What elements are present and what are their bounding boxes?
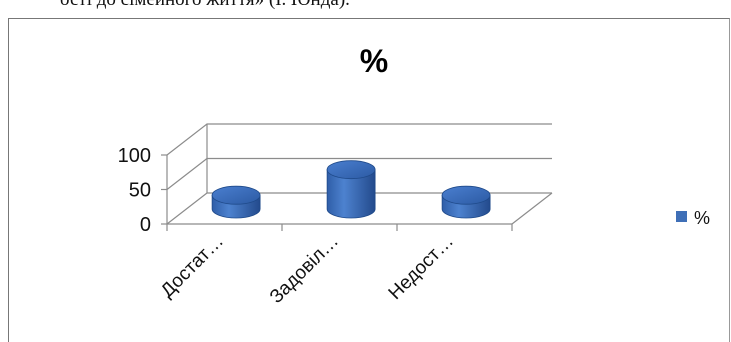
bar <box>211 185 261 219</box>
chart-frame <box>8 18 730 342</box>
x-tick-label: Недост… <box>385 231 458 304</box>
legend: % <box>676 208 710 228</box>
chart-title: % <box>360 43 388 79</box>
chart-grid <box>166 123 553 231</box>
y-axis: 0 50 100 <box>118 145 167 236</box>
y-tick-label: 0 <box>140 214 151 236</box>
bar <box>326 160 376 219</box>
x-tick-label: Достат… <box>157 231 228 302</box>
document-text-fragment: ості до сімейного життя» (І. Юнда). <box>60 0 350 11</box>
legend-label: % <box>694 208 710 228</box>
legend-swatch <box>676 211 687 222</box>
bar-top <box>326 160 376 180</box>
y-tick-label: 100 <box>118 145 151 167</box>
x-tick-label: Задовіл… <box>266 231 343 308</box>
floor-side-edge <box>511 192 553 225</box>
bar-top <box>211 185 261 205</box>
bar-body <box>326 169 376 219</box>
gridline <box>166 123 552 156</box>
y-tick-label: 50 <box>129 180 151 202</box>
bar <box>441 185 491 219</box>
x-axis: Достат… Задовіл… Недост… <box>157 231 458 308</box>
bar-top <box>441 185 491 205</box>
bar-series <box>211 160 491 219</box>
